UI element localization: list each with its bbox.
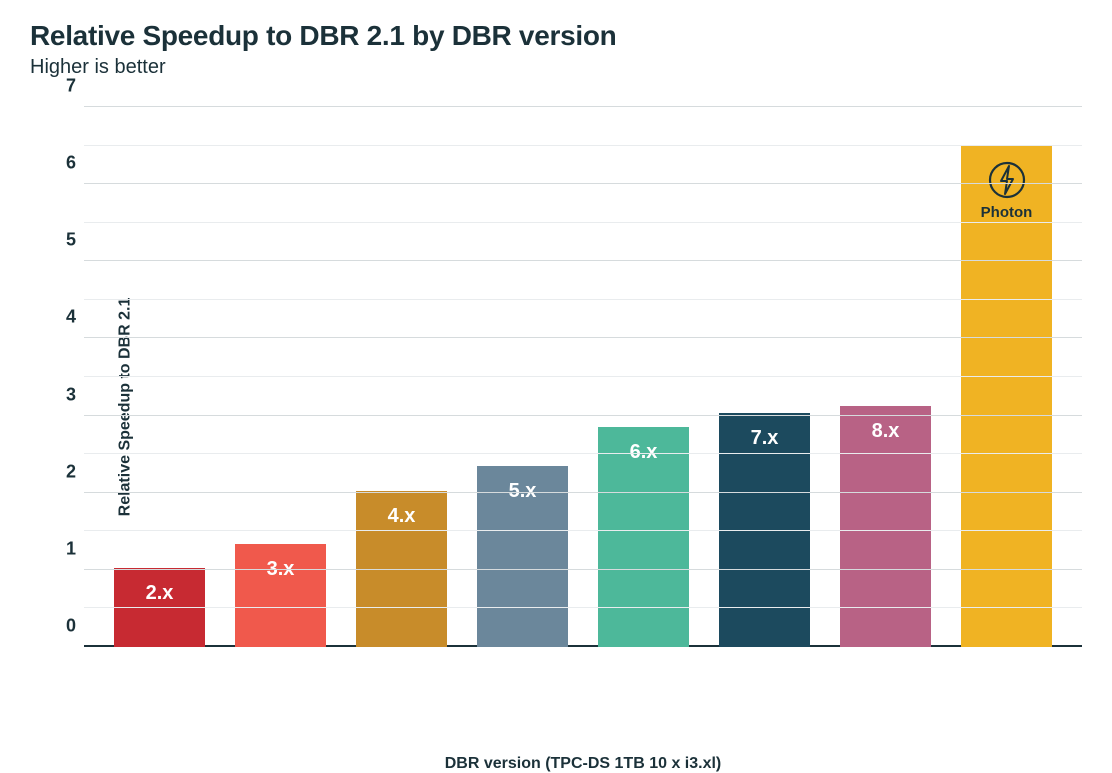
bar-label: 2.x <box>114 582 205 605</box>
gridline-major <box>84 183 1082 184</box>
x-axis-label: DBR version (TPC-DS 1TB 10 x i3.xl) <box>84 755 1082 773</box>
y-tick: 4 <box>56 307 76 328</box>
gridline-minor <box>84 222 1082 223</box>
gridline-minor <box>84 145 1082 146</box>
bar-5-x: 5.x <box>477 466 568 647</box>
gridline-minor <box>84 299 1082 300</box>
bar-3-x: 3.x <box>235 544 326 647</box>
gridline-minor <box>84 530 1082 531</box>
bar-6-x: 6.x <box>598 427 689 647</box>
chart-subtitle: Higher is better <box>30 56 1082 79</box>
y-tick: 6 <box>56 153 76 174</box>
photon-icon: Photon <box>961 160 1052 221</box>
gridline-major <box>84 415 1082 416</box>
bar-8-x: 8.x <box>840 406 931 647</box>
y-tick: 3 <box>56 384 76 405</box>
chart-area: Relative Speedup to DBR 2.1 2.x3.x4.x5.x… <box>30 107 1082 707</box>
y-tick: 1 <box>56 538 76 559</box>
gridline-major <box>84 569 1082 570</box>
bar-label: 4.x <box>356 505 447 528</box>
y-tick: 5 <box>56 230 76 251</box>
y-tick: 0 <box>56 616 76 637</box>
y-tick: 7 <box>56 76 76 97</box>
bar-label: 7.x <box>719 427 810 450</box>
bar-label: 8.x <box>840 420 931 443</box>
bars-container: 2.x 3.x 4.x 5.x 6.x 7.x 8.x Photon <box>84 107 1082 647</box>
gridline-minor <box>84 607 1082 608</box>
gridline-major <box>84 260 1082 261</box>
gridline-major <box>84 337 1082 338</box>
gridline-minor <box>84 453 1082 454</box>
gridline-major <box>84 106 1082 107</box>
plot-area: 2.x3.x4.x5.x6.x7.x8.xPhoton 01234567 <box>84 107 1082 647</box>
y-tick: 2 <box>56 461 76 482</box>
chart-title: Relative Speedup to DBR 2.1 by DBR versi… <box>30 20 1082 52</box>
gridline-major <box>84 492 1082 493</box>
gridline-minor <box>84 376 1082 377</box>
